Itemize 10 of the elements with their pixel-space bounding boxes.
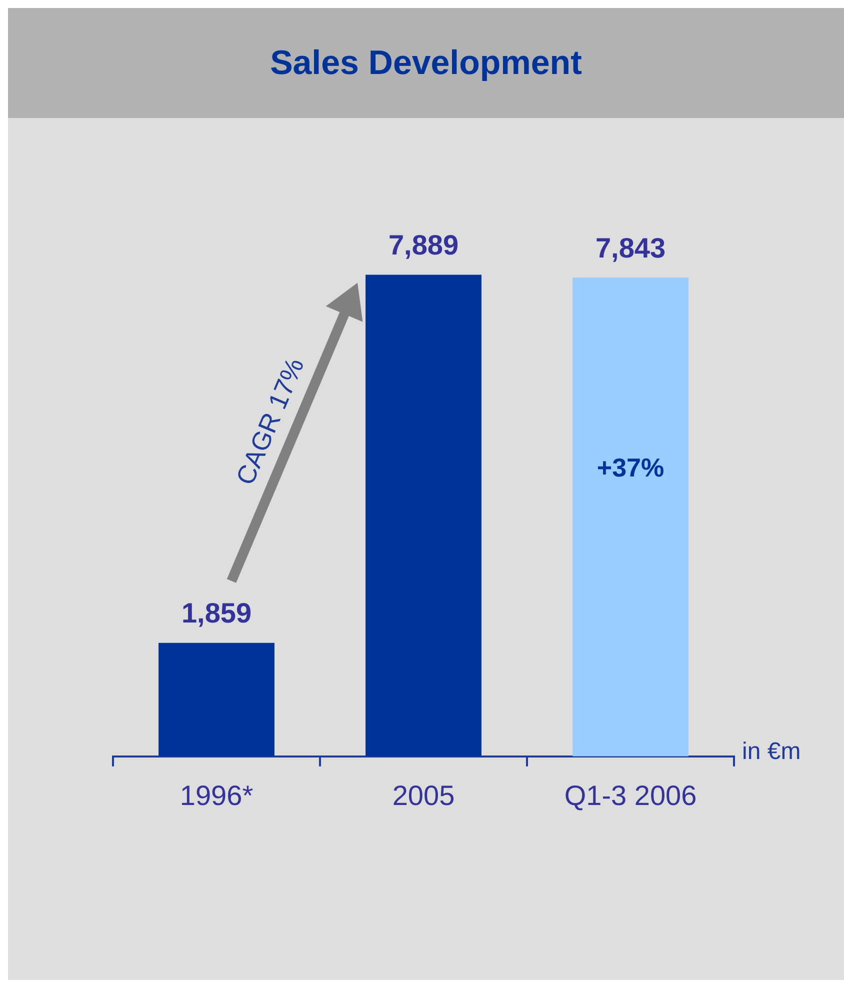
data-label: 1,859 (181, 598, 252, 629)
annotation: +37% (596, 452, 664, 482)
data-label: 7,889 (388, 229, 459, 260)
x-tick-label: 1996* (180, 780, 254, 811)
chart-title: Sales Development (270, 44, 582, 82)
data-label: 7,843 (595, 232, 666, 264)
text: in €m (742, 738, 801, 766)
annotation: CAGR 17% (230, 354, 310, 490)
x-tick-label: 2005 (392, 780, 455, 811)
x-tick-label: Q1-3 2006 (564, 780, 697, 811)
